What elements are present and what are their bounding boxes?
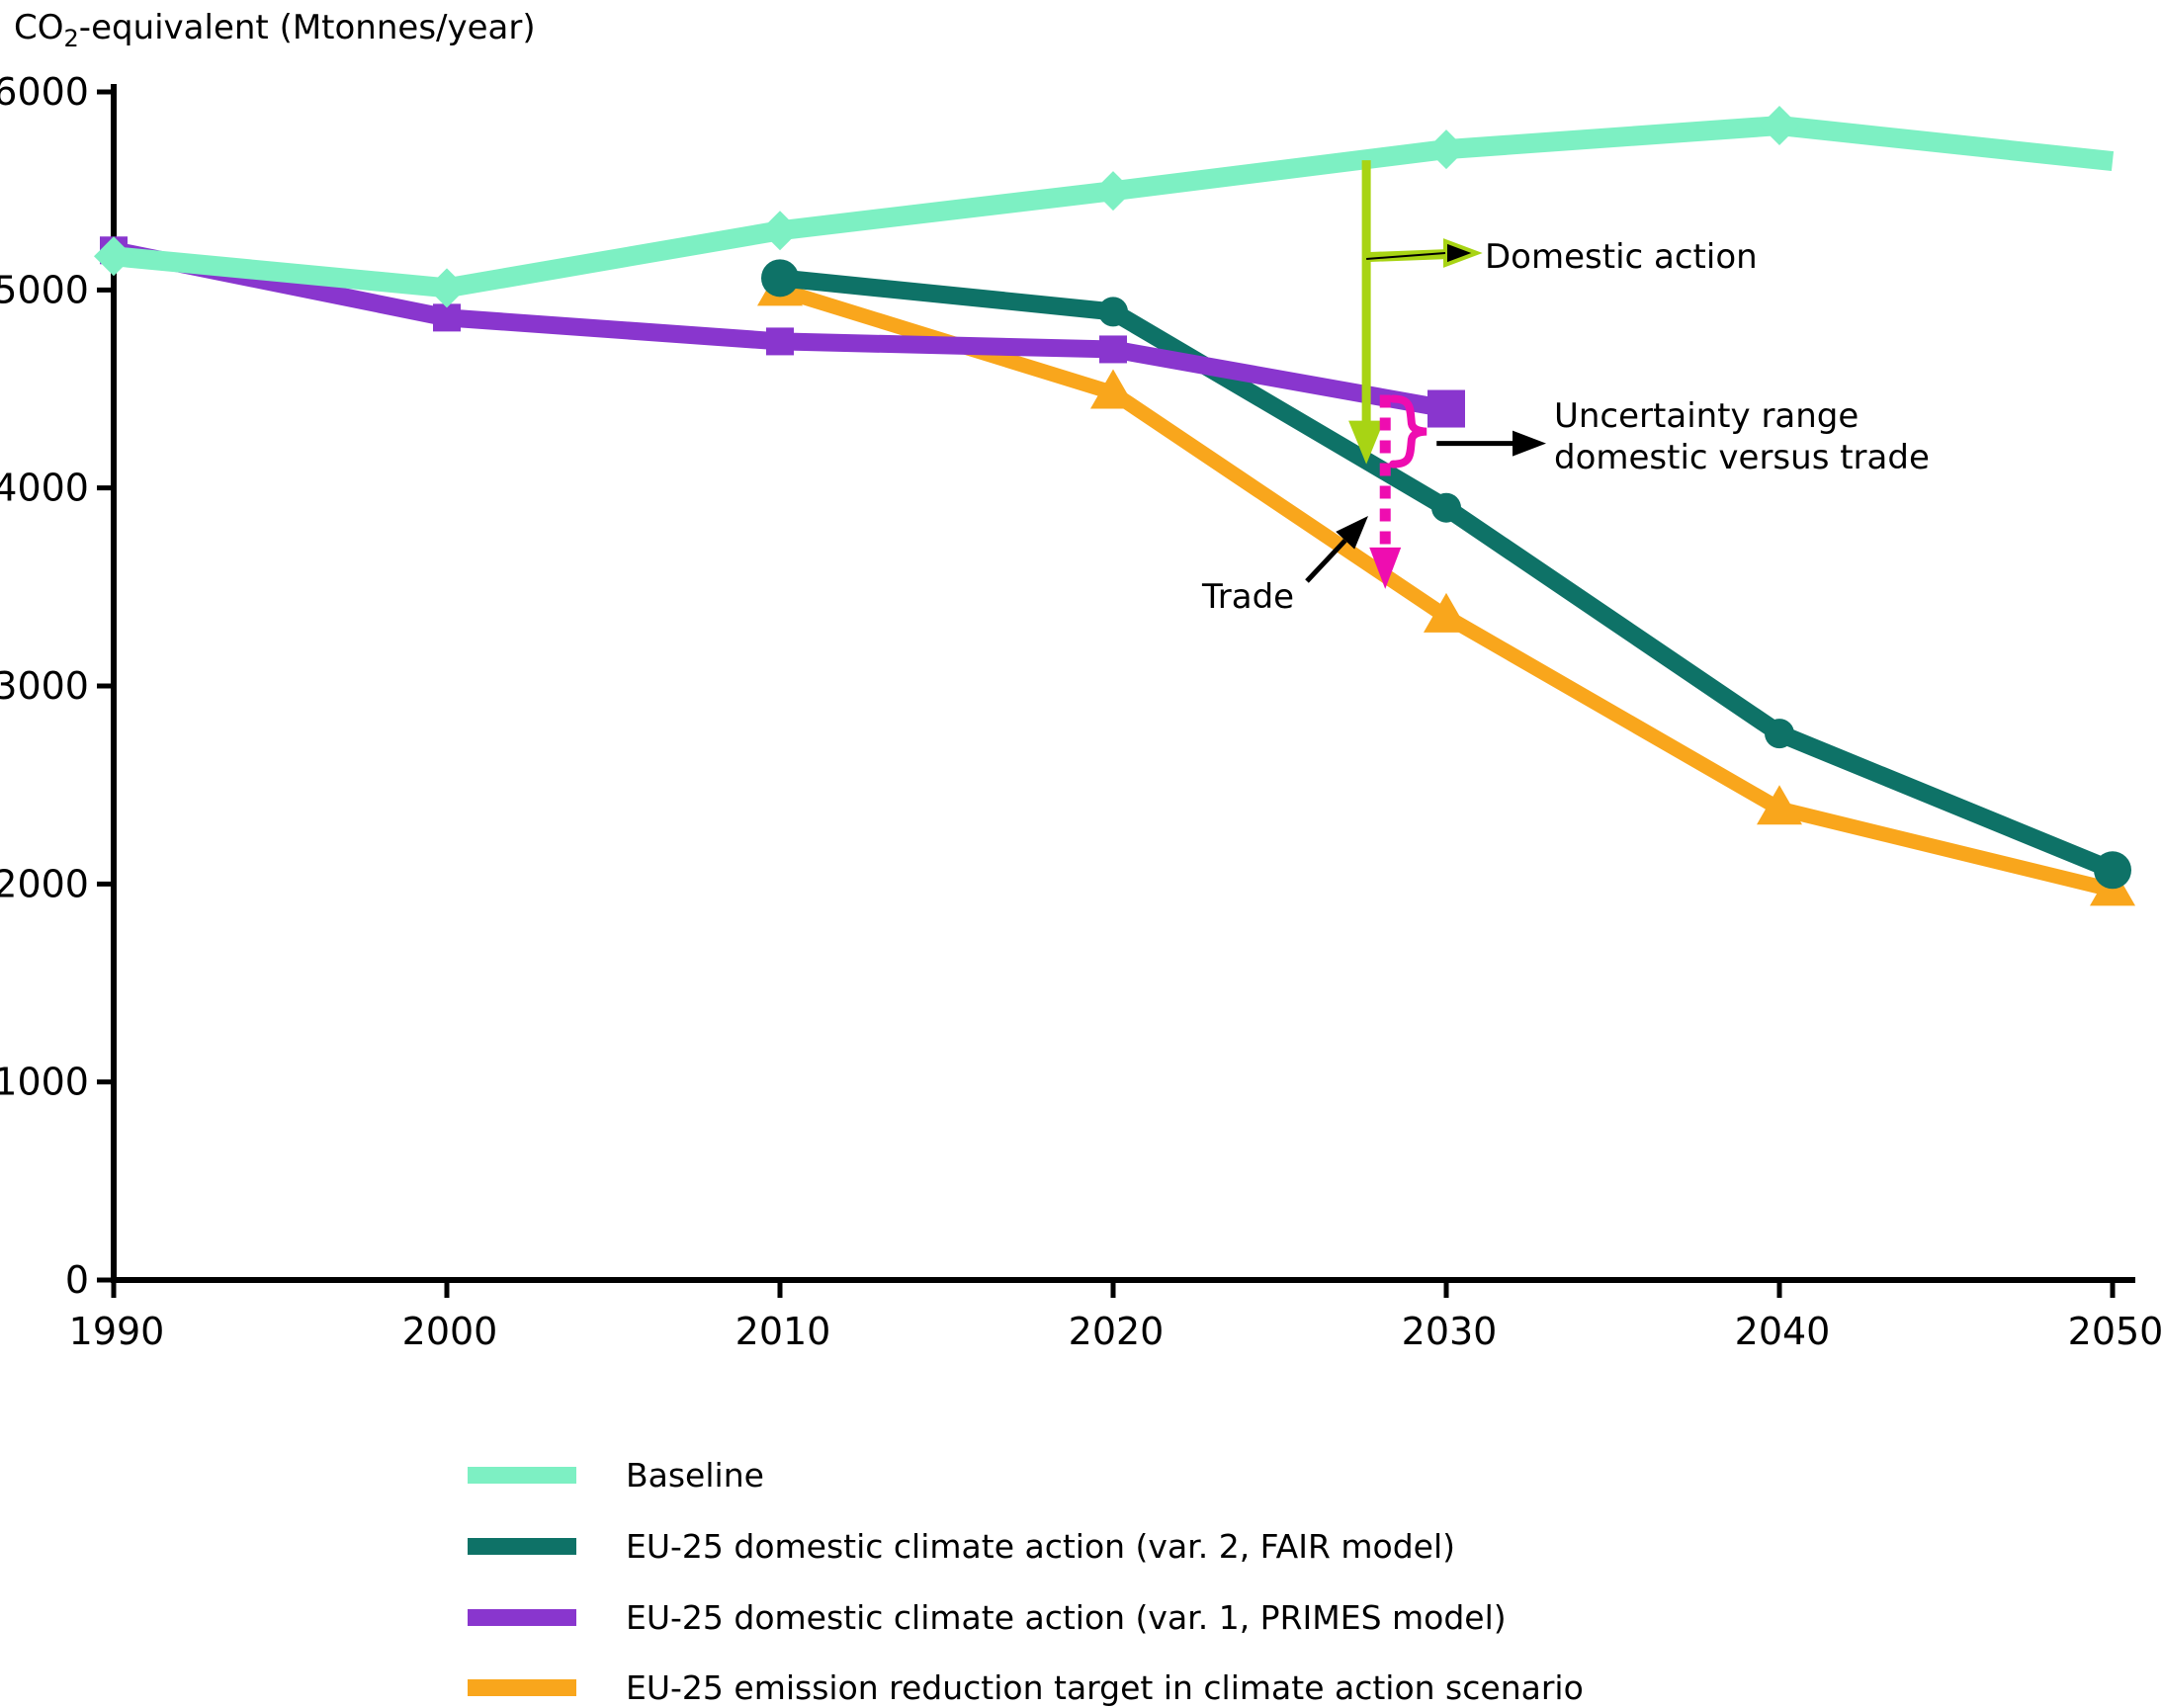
annotation-domestic-action-label: Domestic action <box>1485 237 1758 277</box>
x-tick-label: 2020 <box>1069 1310 1165 1353</box>
legend-label-primes: EU-25 domestic climate action (var. 1, P… <box>626 1597 1507 1637</box>
x-tick-label: 1990 <box>69 1310 165 1353</box>
domestic-action-arrow-head <box>1348 420 1385 465</box>
series-line-1 <box>779 269 2117 879</box>
legend-swatch-primes <box>468 1608 576 1626</box>
data-point-circle <box>2094 851 2131 890</box>
trade-dashed-head <box>1369 547 1402 589</box>
legend-swatch-target <box>468 1678 576 1696</box>
data-point-diamond <box>94 236 133 277</box>
trade-pointer-shaft <box>1305 539 1347 583</box>
data-point-triangle <box>1757 785 1802 825</box>
y-axis-title-rest: -equivalent (Mtonnes/year) <box>78 8 536 47</box>
data-point-triangle <box>1424 592 1469 633</box>
x-tick-label: 2040 <box>1735 1310 1831 1353</box>
data-point-diamond <box>760 211 800 251</box>
legend-label-baseline: Baseline <box>626 1455 764 1494</box>
domestic-action-leader-head <box>1443 238 1483 268</box>
annotation-uncertainty-range-label: Uncertainty range domestic versus trade <box>1554 395 1930 478</box>
data-point-circle <box>1098 297 1128 327</box>
data-point-diamond <box>1760 106 1799 146</box>
y-tick-label: 0 <box>65 1258 89 1302</box>
domestic-action-leader-black <box>1366 252 1446 260</box>
y-tick-label: 6000 <box>0 70 89 114</box>
series-line-3 <box>777 283 2115 897</box>
legend-item-target: EU-25 emission reduction target in clima… <box>468 1665 1584 1708</box>
uncertainty-pointer-head <box>1513 430 1546 457</box>
data-point-square <box>766 327 794 356</box>
data-point-triangle <box>1090 369 1136 409</box>
legend-swatch-fair <box>468 1537 576 1555</box>
data-point-square <box>1099 335 1127 364</box>
data-point-diamond <box>1427 129 1466 170</box>
annotation-trade-label: Trade <box>1202 577 1295 617</box>
data-point-square <box>1427 389 1465 428</box>
uncertainty-brace <box>1389 394 1427 469</box>
y-tick-label: 3000 <box>0 664 89 708</box>
y-tick-label: 2000 <box>0 862 89 905</box>
annotation-uncertainty-line2: domestic versus trade <box>1554 438 1930 477</box>
x-tick-label: 2000 <box>402 1310 498 1353</box>
trade-pointer-head <box>1336 516 1368 550</box>
legend-label-target: EU-25 emission reduction target in clima… <box>626 1667 1584 1707</box>
y-axis-title: CO2-equivalent (Mtonnes/year) <box>14 8 536 52</box>
legend-item-fair: EU-25 domestic climate action (var. 2, F… <box>468 1524 1455 1568</box>
legend-item-primes: EU-25 domestic climate action (var. 1, P… <box>468 1595 1507 1639</box>
data-point-diamond <box>427 268 467 308</box>
annotation-uncertainty-line1: Uncertainty range <box>1554 396 1859 436</box>
y-axis-title-sub2: 2 <box>63 24 79 52</box>
y-tick-label: 1000 <box>0 1061 89 1104</box>
legend-swatch-baseline <box>468 1466 576 1484</box>
legend-item-baseline: Baseline <box>468 1453 764 1496</box>
data-point-diamond <box>1093 171 1133 212</box>
data-point-circle <box>1765 719 1794 749</box>
y-tick-label: 4000 <box>0 467 89 510</box>
x-tick-label: 2050 <box>2068 1310 2162 1353</box>
y-axis-title-co: CO <box>14 8 64 47</box>
x-tick-label: 2030 <box>1402 1310 1498 1353</box>
data-point-square <box>433 303 461 332</box>
legend-label-fair: EU-25 domestic climate action (var. 2, F… <box>626 1526 1455 1566</box>
y-tick-label: 5000 <box>0 268 89 311</box>
data-point-circle <box>1431 492 1461 523</box>
x-tick-label: 2010 <box>735 1310 831 1353</box>
data-point-circle <box>761 259 799 298</box>
